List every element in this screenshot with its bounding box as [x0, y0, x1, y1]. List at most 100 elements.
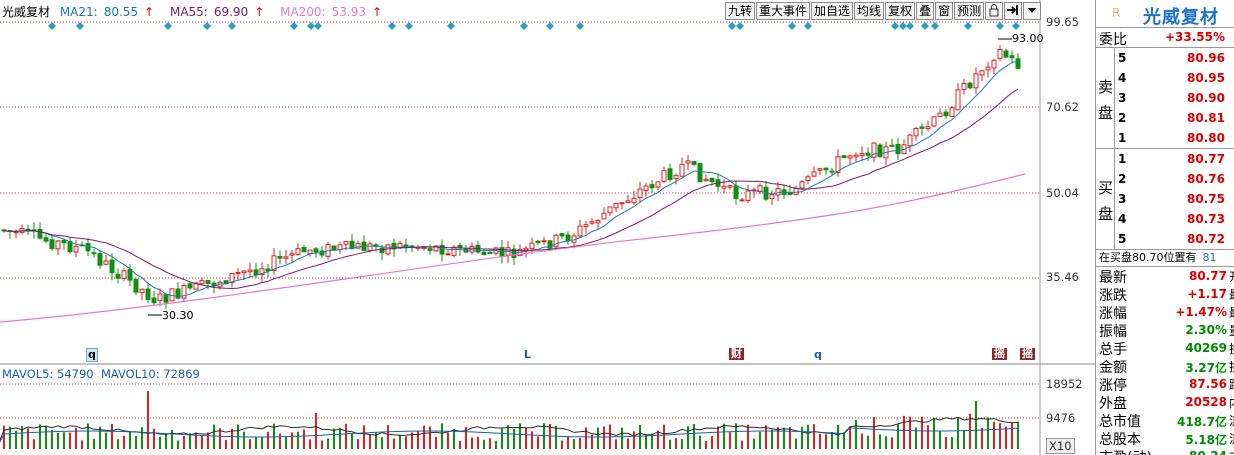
- quote-value: 80.77: [1189, 269, 1227, 283]
- ma200-legend: MA200: 53.93 ↑: [280, 5, 383, 19]
- candle: [379, 247, 385, 254]
- candle: [481, 251, 487, 256]
- candle: [241, 270, 247, 274]
- toolbar-adjust-button[interactable]: 复权: [885, 2, 916, 20]
- kline-chart[interactable]: [0, 0, 1095, 455]
- candle: [913, 127, 919, 137]
- candle: [205, 280, 211, 284]
- candle: [811, 171, 817, 177]
- toolbar-jiuzhuan-button[interactable]: 九转: [725, 2, 756, 20]
- candle: [805, 176, 811, 181]
- buy-level-row[interactable]: 5 80.72: [1118, 232, 1225, 246]
- candle: [1009, 55, 1015, 59]
- sell-level-row[interactable]: 1 80.80: [1118, 131, 1225, 145]
- candle: [391, 242, 397, 250]
- panel-stock-name[interactable]: 光威复材: [1143, 7, 1219, 28]
- quote-row: 最新 80.77开: [1096, 267, 1234, 286]
- candle: [889, 144, 895, 147]
- candle: [799, 181, 805, 189]
- quote-row: 涨停 87.56跌: [1096, 375, 1234, 394]
- candle: [55, 240, 61, 250]
- volume-unit: X10: [1046, 438, 1075, 454]
- ma21-legend: MA21: 80.55 ↑: [59, 5, 155, 19]
- buy-level-row[interactable]: 3 80.75: [1118, 192, 1225, 206]
- quote-label: 涨停: [1099, 378, 1127, 394]
- candle: [793, 187, 799, 195]
- event-diamond: [728, 22, 736, 30]
- exit-icon[interactable]: [1004, 2, 1023, 20]
- quote-label-cut: 量: [1229, 322, 1234, 339]
- candle: [859, 153, 865, 157]
- buy-level-row[interactable]: 2 80.76: [1118, 172, 1225, 186]
- volume-legend: MAVOL5: 54790 MAVOL10: 72869: [2, 367, 200, 381]
- candle: [703, 178, 709, 182]
- quote-value: 40269: [1185, 341, 1227, 355]
- order-note[interactable]: 在买盘80.70位置有 81: [1096, 250, 1234, 267]
- event-marker[interactable]: 摇: [992, 347, 1007, 360]
- candle: [289, 253, 295, 256]
- finance-event-marker[interactable]: 财: [729, 347, 744, 360]
- candle: [829, 170, 835, 173]
- candle: [271, 255, 277, 271]
- candle: [817, 168, 823, 171]
- sell-level-row[interactable]: 3 80.90: [1118, 91, 1225, 105]
- toolbar-ma-button[interactable]: 均线: [854, 2, 885, 20]
- lock-icon[interactable]: [985, 2, 1004, 20]
- sell-level-row[interactable]: 4 80.95: [1118, 71, 1225, 85]
- candle: [211, 282, 217, 287]
- candle: [547, 240, 553, 249]
- mavol5-legend: MAVOL5: 54790: [2, 367, 94, 381]
- candle: [973, 73, 979, 89]
- event-diamond: [520, 22, 528, 30]
- candle: [955, 89, 961, 111]
- buy-level-row[interactable]: 4 80.73: [1118, 212, 1225, 226]
- candle: [127, 269, 133, 281]
- low-price-label: 30.30: [162, 309, 194, 322]
- quote-label-cut: 最: [1229, 286, 1234, 303]
- quote-label-cut: 内: [1229, 394, 1234, 411]
- event-marker[interactable]: q: [814, 348, 822, 361]
- quote-row: 金额 3.27亿换: [1096, 357, 1234, 376]
- kline-chart-area[interactable]: 光威复材 MA21: 80.55 ↑ MA55: 69.90 ↑ MA200: 53.93…: [0, 0, 1095, 455]
- event-diamond: [996, 22, 1004, 30]
- toolbar-add-watchlist-button[interactable]: 加自选: [811, 2, 854, 20]
- toolbar-forecast-button[interactable]: 预测: [954, 2, 985, 20]
- candle: [295, 248, 301, 255]
- buy-level-row[interactable]: 1 80.77: [1118, 152, 1225, 166]
- event-diamond: [736, 22, 744, 30]
- candle: [727, 185, 733, 188]
- candle: [349, 240, 355, 250]
- price-tick-3: 50.04: [1046, 186, 1079, 200]
- quote-panel: R 光威复材 委比 +33.55% 卖 盘 5 80.96 4 80.95 3 80.…: [1095, 0, 1234, 455]
- candle: [841, 155, 847, 158]
- event-marker[interactable]: 摇: [1020, 347, 1035, 360]
- candle: [865, 152, 871, 156]
- candle: [853, 154, 859, 158]
- quote-row: 振幅 2.30%量: [1096, 321, 1234, 340]
- quote-row: 市盈(动) 80.24市: [1096, 447, 1234, 455]
- dropdown-icon[interactable]: [1023, 2, 1042, 20]
- sell-level-row[interactable]: 2 80.81: [1118, 111, 1225, 125]
- event-marker[interactable]: L: [524, 348, 532, 361]
- candle: [613, 202, 619, 209]
- candle: [667, 168, 673, 181]
- event-diamond: [164, 22, 172, 30]
- event-diamond: [447, 22, 455, 30]
- candle: [73, 245, 79, 253]
- candle: [607, 206, 613, 214]
- quote-label: 市盈(动): [1099, 447, 1152, 455]
- candle: [823, 167, 829, 171]
- candle: [181, 284, 187, 299]
- candle: [769, 194, 775, 200]
- sell-level-row[interactable]: 5 80.96: [1118, 51, 1225, 65]
- toolbar-major-events-button[interactable]: 重大事件: [756, 2, 811, 20]
- event-diamond: [307, 22, 315, 30]
- quote-value: +1.47%: [1175, 305, 1227, 319]
- candle: [739, 199, 745, 202]
- quote-label-cut: 换: [1229, 340, 1234, 357]
- candle: [655, 181, 661, 188]
- toolbar-window-button[interactable]: 窗: [935, 2, 954, 20]
- toolbar-overlay-button[interactable]: 叠: [916, 2, 935, 20]
- candle: [523, 247, 529, 251]
- event-marker[interactable]: q: [86, 348, 98, 362]
